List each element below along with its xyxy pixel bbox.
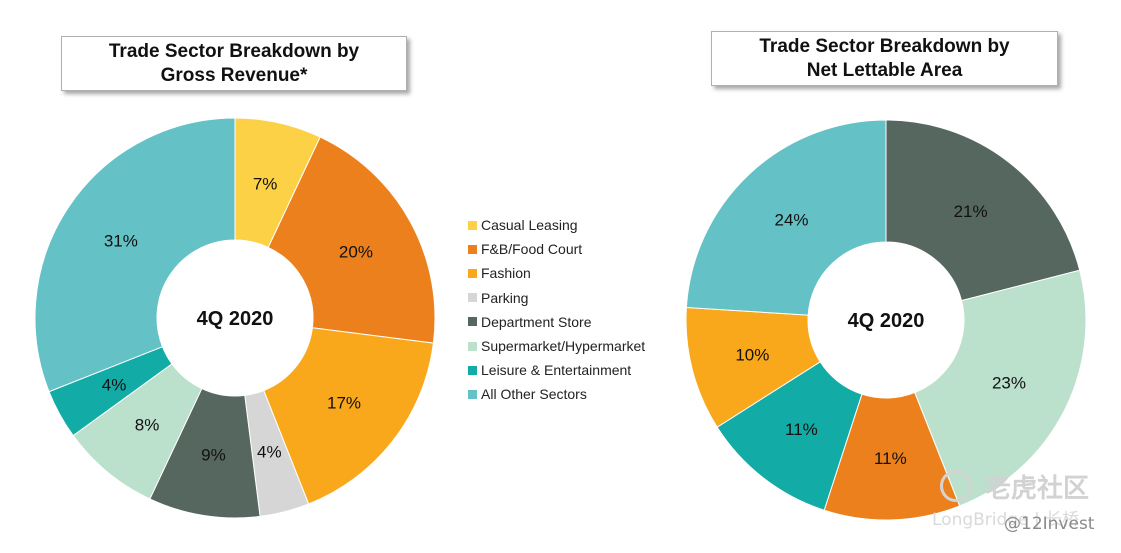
slice-label: 8%: [135, 415, 160, 434]
donut-slice: [263, 327, 434, 505]
legend-swatch: [468, 244, 477, 254]
legend-swatch: [468, 220, 477, 230]
legend-swatch: [468, 341, 477, 351]
left-title-line1: Trade Sector Breakdown by: [108, 40, 360, 62]
donut-slice: [34, 117, 236, 393]
legend-label: All Other Sectors: [481, 386, 587, 403]
center-label: 4Q 2020: [848, 310, 925, 332]
legend-label: Supermarket/Hypermarket: [481, 338, 646, 355]
legend-label: Fashion: [481, 265, 531, 282]
right-title-line1: Trade Sector Breakdown by: [759, 35, 1010, 57]
gross-revenue-donut: 7% 20% 17% 4% 9% 8% 4% 31% 4Q 2020: [34, 117, 436, 519]
right-chart-title: Trade Sector Breakdown by Net Lettable A…: [711, 31, 1058, 86]
donut-slice: [914, 269, 1087, 507]
watermark-tiger: 老虎社区: [985, 474, 1090, 504]
slice-label: 4%: [102, 375, 127, 394]
slice-label: 11%: [785, 420, 818, 439]
center-label: 4Q 2020: [197, 308, 274, 330]
legend-item: Supermarket/Hypermarket: [468, 334, 645, 358]
legend-label: Parking: [481, 289, 529, 306]
slice-label: 11%: [874, 449, 907, 468]
legend-swatch: [468, 268, 477, 278]
slice-label: 10%: [735, 345, 769, 364]
legend-label: F&B/Food Court: [481, 241, 583, 258]
legend-item: Parking: [468, 286, 645, 310]
legend-swatch: [468, 317, 477, 327]
slice-label: 4%: [257, 443, 282, 462]
legend-item: Casual Leasing: [468, 213, 645, 237]
donut-slice: [885, 119, 1081, 302]
slice-label: 17%: [327, 394, 361, 413]
donut-slice: [267, 136, 436, 344]
slice-label: 20%: [339, 243, 373, 262]
slice-label: 21%: [954, 202, 988, 221]
slice-label: 31%: [104, 231, 138, 250]
legend-swatch: [468, 293, 477, 303]
donut-slice: [685, 119, 887, 316]
slice-label: 9%: [201, 445, 226, 464]
watermark-handle: @12Invest: [1004, 514, 1095, 534]
slice-label: 24%: [775, 210, 809, 229]
legend-item: Fashion: [468, 261, 645, 285]
legend-label: Casual Leasing: [481, 217, 578, 234]
left-chart-title: Trade Sector Breakdown by Gross Revenue*: [61, 36, 407, 91]
legend-item: All Other Sectors: [468, 382, 645, 406]
legend-swatch: [468, 389, 477, 399]
slice-label: 7%: [253, 174, 278, 193]
legend-label: Leisure & Entertainment: [481, 362, 632, 379]
legend-label: Department Store: [481, 313, 592, 330]
watermark-longbridge: LongBridge | 长桥: [932, 510, 1080, 530]
legend-swatch: [468, 365, 477, 375]
watermark-logo-icon: [940, 470, 972, 502]
slice-label: 23%: [992, 374, 1026, 393]
right-title-line2: Net Lettable Area: [806, 59, 963, 81]
legend-item: Leisure & Entertainment: [468, 358, 645, 382]
legend: Casual Leasing F&B/Food Court Fashion Pa…: [468, 213, 645, 407]
legend-item: Department Store: [468, 310, 645, 334]
net-lettable-area-donut: 21% 23% 11% 11% 10% 24% 4Q 2020: [685, 119, 1087, 521]
legend-item: F&B/Food Court: [468, 237, 645, 261]
left-title-line2: Gross Revenue*: [160, 64, 308, 86]
